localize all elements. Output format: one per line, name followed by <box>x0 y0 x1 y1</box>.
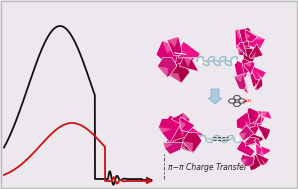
Polygon shape <box>164 48 194 76</box>
Polygon shape <box>183 137 190 149</box>
Polygon shape <box>235 29 249 50</box>
Polygon shape <box>249 64 266 80</box>
Polygon shape <box>235 29 246 40</box>
Polygon shape <box>244 61 252 67</box>
Polygon shape <box>257 125 265 140</box>
Polygon shape <box>248 32 266 49</box>
FancyArrow shape <box>208 89 222 104</box>
Polygon shape <box>237 33 251 58</box>
Polygon shape <box>236 112 255 131</box>
Polygon shape <box>241 114 265 140</box>
Polygon shape <box>247 155 262 170</box>
Polygon shape <box>244 28 247 35</box>
Polygon shape <box>246 63 252 67</box>
Polygon shape <box>164 60 178 69</box>
Polygon shape <box>254 111 272 119</box>
Polygon shape <box>157 66 168 78</box>
Polygon shape <box>183 57 192 67</box>
Polygon shape <box>241 86 248 93</box>
Polygon shape <box>254 81 257 90</box>
Polygon shape <box>248 147 264 165</box>
Polygon shape <box>248 52 256 56</box>
Polygon shape <box>248 132 263 146</box>
Polygon shape <box>254 77 263 90</box>
Polygon shape <box>245 121 252 131</box>
Polygon shape <box>179 117 195 132</box>
Polygon shape <box>253 155 255 162</box>
Polygon shape <box>245 30 257 42</box>
Polygon shape <box>173 137 194 154</box>
Polygon shape <box>240 154 254 166</box>
Polygon shape <box>163 143 173 149</box>
Polygon shape <box>254 138 261 149</box>
Polygon shape <box>248 66 258 77</box>
Polygon shape <box>247 107 260 124</box>
Polygon shape <box>171 112 190 128</box>
Polygon shape <box>257 125 271 140</box>
Text: π−π Charge Transfer: π−π Charge Transfer <box>168 163 247 171</box>
Polygon shape <box>239 28 253 43</box>
Polygon shape <box>163 142 183 154</box>
Polygon shape <box>159 115 183 143</box>
Polygon shape <box>236 140 255 157</box>
Polygon shape <box>254 140 256 145</box>
Polygon shape <box>234 74 246 89</box>
Polygon shape <box>237 43 248 55</box>
Polygon shape <box>261 158 266 165</box>
Polygon shape <box>181 48 185 54</box>
Polygon shape <box>260 111 268 121</box>
Polygon shape <box>240 159 247 166</box>
Polygon shape <box>237 42 247 57</box>
Polygon shape <box>167 37 179 47</box>
Polygon shape <box>243 48 256 63</box>
Polygon shape <box>180 112 189 123</box>
Polygon shape <box>242 59 253 74</box>
Polygon shape <box>184 123 205 137</box>
Polygon shape <box>241 125 254 131</box>
Polygon shape <box>167 73 181 83</box>
Polygon shape <box>247 66 259 88</box>
Polygon shape <box>250 32 266 40</box>
Polygon shape <box>234 60 250 82</box>
Polygon shape <box>179 120 186 130</box>
Polygon shape <box>248 147 263 164</box>
Polygon shape <box>249 44 263 59</box>
Polygon shape <box>244 61 255 74</box>
Polygon shape <box>251 137 257 146</box>
Polygon shape <box>259 148 264 157</box>
Polygon shape <box>256 144 270 157</box>
Polygon shape <box>255 113 262 124</box>
Polygon shape <box>245 137 258 146</box>
Polygon shape <box>194 129 205 137</box>
Polygon shape <box>256 113 262 117</box>
Polygon shape <box>234 74 243 82</box>
Polygon shape <box>182 141 193 153</box>
Polygon shape <box>236 148 246 149</box>
Polygon shape <box>245 33 250 40</box>
Polygon shape <box>255 153 269 165</box>
Polygon shape <box>156 41 179 65</box>
Polygon shape <box>178 50 189 53</box>
Polygon shape <box>251 51 256 59</box>
Polygon shape <box>179 57 198 71</box>
Polygon shape <box>166 122 195 152</box>
Polygon shape <box>162 41 179 53</box>
Polygon shape <box>157 57 177 78</box>
Polygon shape <box>159 127 172 133</box>
Polygon shape <box>241 79 248 94</box>
Polygon shape <box>239 133 246 141</box>
Text: OH: OH <box>246 99 252 103</box>
Polygon shape <box>167 62 190 83</box>
Polygon shape <box>256 71 263 80</box>
Polygon shape <box>237 44 240 52</box>
Polygon shape <box>182 132 202 153</box>
Polygon shape <box>245 142 252 144</box>
Polygon shape <box>177 122 185 137</box>
Polygon shape <box>174 53 186 55</box>
Polygon shape <box>240 66 249 71</box>
Polygon shape <box>239 125 254 141</box>
Polygon shape <box>167 37 182 56</box>
Polygon shape <box>252 112 258 116</box>
Polygon shape <box>178 41 200 58</box>
